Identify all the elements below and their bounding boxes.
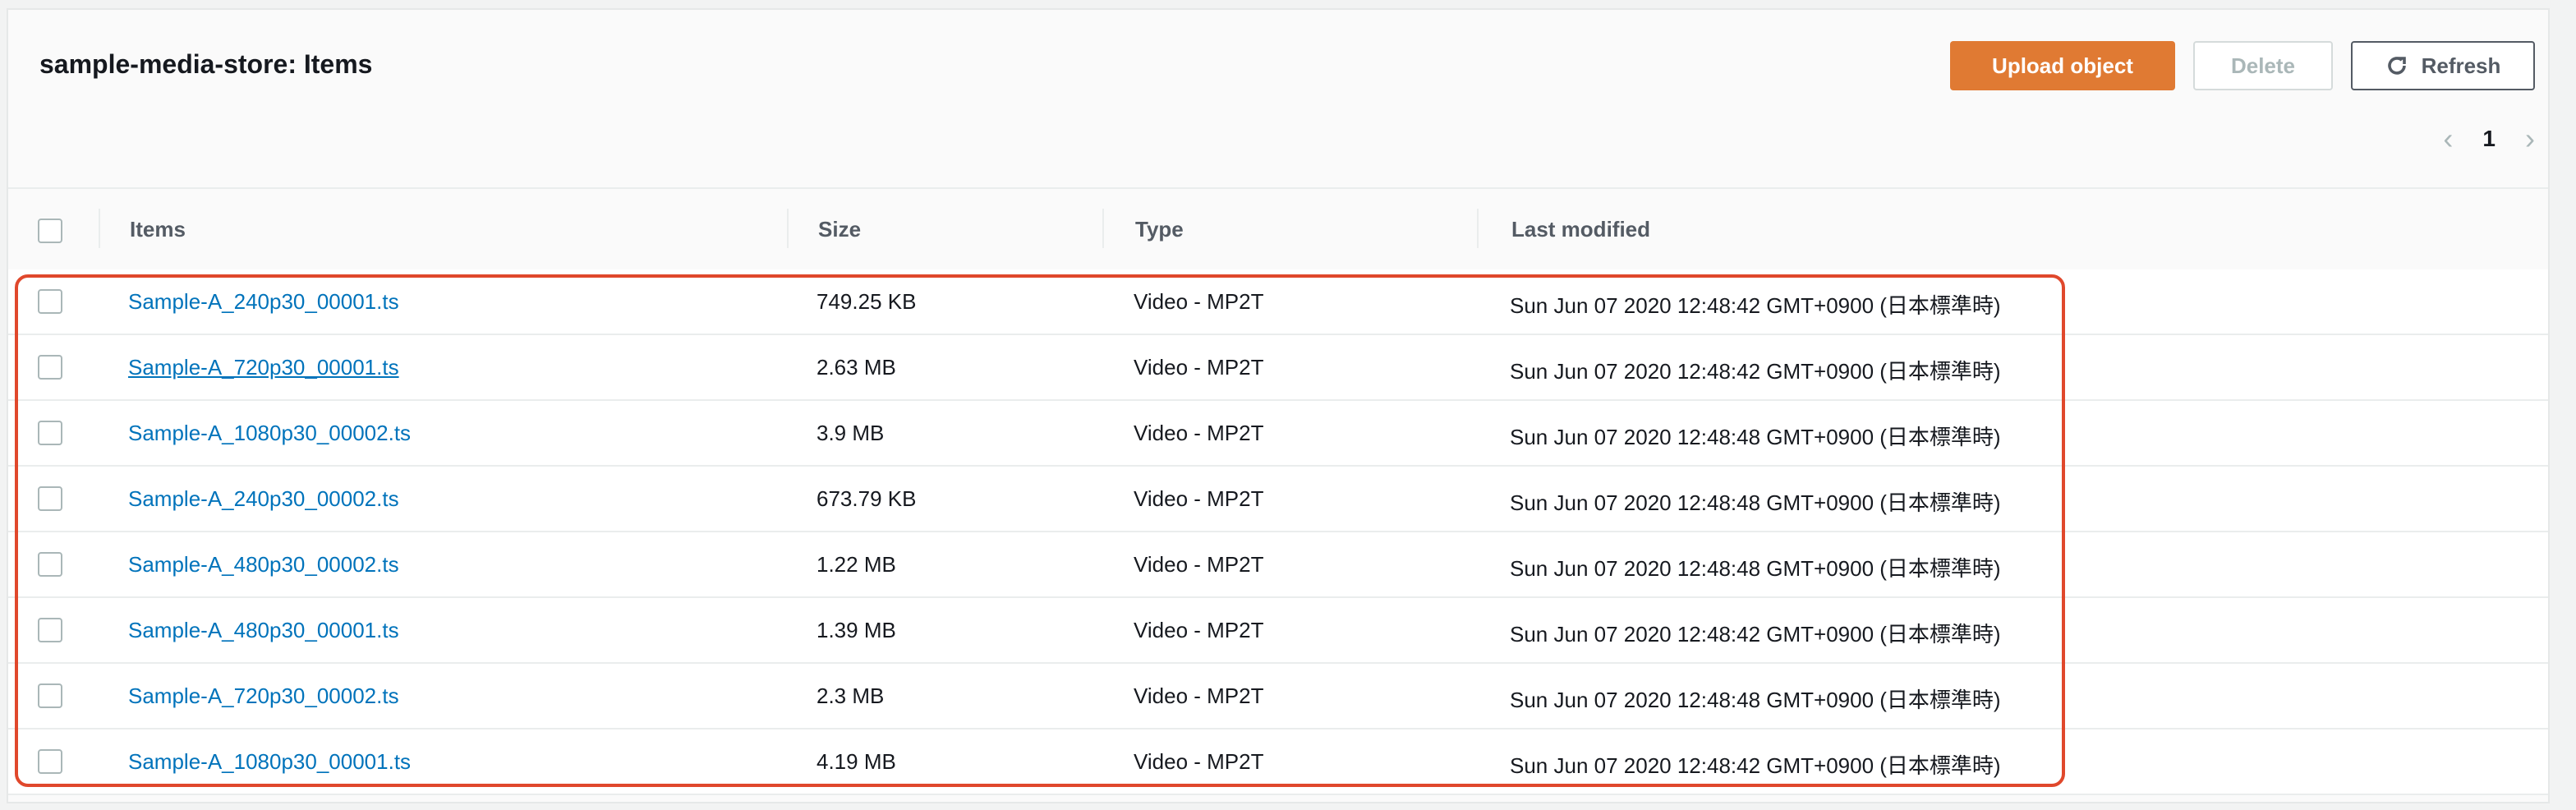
item-type: Video - MP2T	[1134, 289, 1264, 314]
item-type: Video - MP2T	[1134, 552, 1264, 577]
table-row[interactable]: Sample-A_480p30_00002.ts 1.22 MB Video -…	[8, 532, 2548, 598]
row-checkbox[interactable]	[38, 618, 62, 642]
table-row[interactable]: Sample-A_1080p30_00002.ts 3.9 MB Video -…	[8, 401, 2548, 467]
table-row[interactable]: Sample-A_720p30_00001.ts 2.63 MB Video -…	[8, 335, 2548, 401]
column-header-last-modified[interactable]: Last modified	[1511, 217, 1651, 242]
column-header-type[interactable]: Type	[1135, 217, 1184, 242]
column-divider	[1477, 209, 1479, 248]
page-title: sample-media-store: Items	[39, 49, 373, 79]
item-size: 1.22 MB	[816, 552, 896, 577]
item-link[interactable]: Sample-A_1080p30_00001.ts	[128, 749, 412, 774]
column-divider	[1102, 209, 1104, 248]
table-header: Items Size Type Last modified	[8, 187, 2548, 273]
refresh-button[interactable]: Refresh	[2351, 41, 2535, 90]
item-size: 2.3 MB	[816, 683, 885, 708]
item-size: 2.63 MB	[816, 355, 896, 380]
item-last-modified: Sun Jun 07 2020 12:48:42 GMT+0900 (日本標準時…	[1510, 293, 2001, 318]
item-last-modified: Sun Jun 07 2020 12:48:42 GMT+0900 (日本標準時…	[1510, 753, 2001, 778]
pagination: ‹ 1 ›	[2443, 122, 2535, 156]
item-link[interactable]: Sample-A_240p30_00001.ts	[128, 289, 399, 314]
row-checkbox[interactable]	[38, 552, 62, 577]
refresh-label: Refresh	[2421, 53, 2501, 78]
chevron-left-icon[interactable]: ‹	[2443, 122, 2454, 155]
column-header-items[interactable]: Items	[130, 217, 186, 242]
table-row[interactable]: Sample-A_720p30_00002.ts 2.3 MB Video - …	[8, 664, 2548, 729]
row-checkbox[interactable]	[38, 486, 62, 511]
chevron-right-icon[interactable]: ›	[2525, 122, 2535, 155]
item-size: 749.25 KB	[816, 289, 917, 314]
item-link[interactable]: Sample-A_720p30_00002.ts	[128, 683, 399, 708]
column-divider	[787, 209, 789, 248]
table-row[interactable]: Sample-A_1080p30_00001.ts 4.19 MB Video …	[8, 729, 2548, 795]
item-type: Video - MP2T	[1134, 749, 1264, 774]
table-row[interactable]: Sample-A_240p30_00002.ts 673.79 KB Video…	[8, 467, 2548, 532]
row-checkbox[interactable]	[38, 683, 62, 708]
upload-object-button[interactable]: Upload object	[1950, 41, 2175, 90]
item-last-modified: Sun Jun 07 2020 12:48:42 GMT+0900 (日本標準時…	[1510, 622, 2001, 647]
row-checkbox[interactable]	[38, 355, 62, 380]
item-link[interactable]: Sample-A_240p30_00002.ts	[128, 486, 399, 511]
item-last-modified: Sun Jun 07 2020 12:48:48 GMT+0900 (日本標準時…	[1510, 490, 2001, 515]
items-panel: sample-media-store: Items Upload object …	[7, 8, 2550, 803]
table-body: Sample-A_240p30_00001.ts 749.25 KB Video…	[8, 269, 2548, 795]
row-checkbox[interactable]	[38, 749, 62, 774]
item-type: Video - MP2T	[1134, 683, 1264, 708]
select-all-checkbox[interactable]	[38, 219, 62, 243]
item-type: Video - MP2T	[1134, 486, 1264, 511]
item-last-modified: Sun Jun 07 2020 12:48:42 GMT+0900 (日本標準時…	[1510, 359, 2001, 384]
item-link[interactable]: Sample-A_1080p30_00002.ts	[128, 421, 412, 445]
column-header-size[interactable]: Size	[818, 217, 862, 242]
row-checkbox[interactable]	[38, 421, 62, 445]
item-link[interactable]: Sample-A_480p30_00001.ts	[128, 618, 399, 642]
table-row[interactable]: Sample-A_240p30_00001.ts 749.25 KB Video…	[8, 269, 2548, 335]
item-last-modified: Sun Jun 07 2020 12:48:48 GMT+0900 (日本標準時…	[1510, 688, 2001, 712]
column-divider	[99, 209, 100, 248]
item-size: 3.9 MB	[816, 421, 885, 445]
item-size: 1.39 MB	[816, 618, 896, 642]
item-type: Video - MP2T	[1134, 618, 1264, 642]
table-row[interactable]: Sample-A_480p30_00001.ts 1.39 MB Video -…	[8, 598, 2548, 664]
row-checkbox[interactable]	[38, 289, 62, 314]
item-size: 4.19 MB	[816, 749, 896, 774]
item-link[interactable]: Sample-A_480p30_00002.ts	[128, 552, 399, 577]
refresh-icon	[2387, 57, 2406, 75]
item-last-modified: Sun Jun 07 2020 12:48:48 GMT+0900 (日本標準時…	[1510, 556, 2001, 581]
item-type: Video - MP2T	[1134, 355, 1264, 380]
item-last-modified: Sun Jun 07 2020 12:48:48 GMT+0900 (日本標準時…	[1510, 425, 2001, 449]
item-link[interactable]: Sample-A_720p30_00001.ts	[128, 355, 399, 380]
item-type: Video - MP2T	[1134, 421, 1264, 445]
delete-button[interactable]: Delete	[2193, 41, 2333, 90]
current-page[interactable]: 1	[2482, 126, 2496, 151]
item-size: 673.79 KB	[816, 486, 917, 511]
